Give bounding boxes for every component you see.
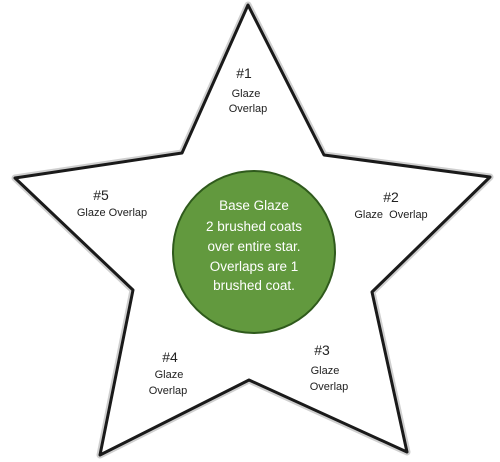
point-1-number: #1 <box>236 65 252 81</box>
base-glaze-line-1: 2 brushed coats <box>206 219 302 234</box>
point-4-label-line-2: Overlap <box>149 385 188 397</box>
point-5-number: #5 <box>93 187 109 203</box>
point-3-label-line-1: Glaze <box>311 365 340 377</box>
point-2-label-line-1: Glaze Overlap <box>354 209 427 221</box>
point-2-number: #2 <box>383 189 399 205</box>
point-1-label-line-2: Overlap <box>229 103 268 115</box>
point-3-label-line-2: Overlap <box>310 381 349 393</box>
point-4-number: #4 <box>162 349 178 365</box>
base-glaze-line-3: Overlaps are 1 <box>210 259 299 274</box>
base-glaze-line-2: over entire star. <box>207 239 300 254</box>
point-1-label-line-1: Glaze <box>232 88 261 100</box>
point-4-label-line-1: Glaze <box>155 369 184 381</box>
point-5-label-line-1: Glaze Overlap <box>77 207 147 219</box>
base-glaze-title: Base Glaze <box>219 198 289 213</box>
point-3-number: #3 <box>314 342 330 358</box>
base-glaze-line-4: brushed coat. <box>213 278 295 293</box>
base-glaze-circle <box>172 170 336 334</box>
